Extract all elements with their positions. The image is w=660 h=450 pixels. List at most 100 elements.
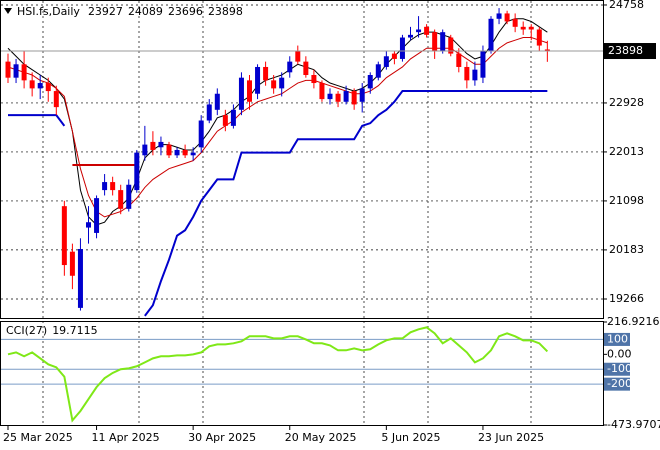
candle-body	[61, 206, 67, 266]
candle-body	[37, 83, 43, 89]
candle-body	[528, 26, 534, 30]
header-low: 23696	[168, 5, 203, 18]
x-tick-label: 11 Apr 2025	[92, 431, 160, 444]
candle-body	[351, 91, 357, 105]
candle-body	[456, 53, 462, 67]
candle-body	[222, 115, 228, 126]
y-tick-label: 19266	[609, 292, 644, 305]
current-price-label: 23898	[608, 44, 643, 57]
candle-body	[214, 93, 220, 110]
x-tick-label: 25 Mar 2025	[3, 431, 73, 444]
candle-body	[279, 77, 285, 89]
candle-body	[440, 32, 446, 51]
cci-label: CCI(27) 19.7115	[6, 324, 98, 337]
cci-y-tick-label: 216.9216	[607, 315, 660, 328]
candle-body	[158, 141, 164, 148]
header-arrow	[4, 8, 12, 14]
candle-body	[472, 69, 478, 81]
candle-body	[367, 75, 373, 89]
header-open: 23927	[88, 5, 123, 18]
candle-body	[391, 53, 397, 59]
candle-body	[29, 80, 35, 89]
candle-body	[536, 29, 542, 46]
candle-body	[271, 80, 277, 89]
candle-body	[69, 251, 75, 276]
cci-panel-frame	[0, 321, 604, 426]
x-tick-label: 5 Jun 2025	[381, 431, 440, 444]
cci-y-tick-label: -473.9707	[607, 418, 660, 431]
candle-body	[448, 37, 454, 54]
y-tick-label: 22013	[609, 145, 644, 158]
candle-body	[375, 64, 381, 78]
candle-body	[182, 149, 188, 156]
candle-body	[408, 34, 413, 38]
x-tick-label: 23 Jun 2025	[478, 431, 544, 444]
candle-body	[118, 190, 124, 209]
candle-body	[255, 66, 261, 94]
candle-body	[53, 91, 59, 108]
y-tick-label: 22928	[609, 96, 644, 109]
candle-body	[496, 13, 502, 19]
indicator-line	[8, 90, 548, 317]
cci-y-tick-label: 100	[607, 332, 628, 345]
candle-body	[142, 144, 148, 156]
cci-value: 19.7115	[52, 324, 98, 337]
candle-body	[544, 49, 550, 52]
candle-body	[134, 152, 140, 191]
candle-body	[13, 64, 19, 78]
x-tick-label: 20 May 2025	[285, 431, 357, 444]
candle-body	[174, 149, 180, 156]
cci-y-tick-label: 0.00	[607, 347, 632, 360]
candle-body	[359, 88, 365, 102]
y-tick-label: 24758	[609, 0, 644, 11]
candle-body	[319, 83, 325, 100]
candle-body	[327, 93, 333, 100]
candle-body	[110, 182, 116, 191]
candle-body	[150, 141, 156, 150]
candle-body	[166, 144, 172, 156]
chart-header: HSI.fs,Daily 23927 24089 23696 23898	[17, 5, 243, 18]
candle-body	[21, 64, 27, 81]
candle-body	[102, 182, 108, 191]
candle-body	[399, 37, 405, 59]
cci-y-tick-label: -200	[607, 377, 632, 390]
main-panel-frame	[0, 0, 604, 319]
candle-body	[126, 184, 132, 209]
candle-body	[424, 26, 430, 35]
candle-body	[263, 66, 269, 81]
candle-body	[432, 32, 438, 51]
candle-body	[295, 50, 301, 62]
candle-body	[343, 91, 349, 102]
candle-body	[464, 66, 470, 81]
y-tick-label: 21098	[609, 194, 644, 207]
candle-body	[512, 18, 518, 27]
candle-body	[198, 120, 204, 148]
candle-body	[206, 104, 212, 121]
candle-body	[230, 109, 236, 126]
candle-body	[5, 61, 11, 78]
candle-body	[190, 152, 196, 156]
candle-body	[416, 29, 422, 33]
candle-body	[335, 93, 341, 102]
candle-body	[303, 61, 309, 76]
cci-level-box	[604, 332, 630, 346]
header-high: 24089	[128, 5, 163, 18]
header-close: 23898	[208, 5, 243, 18]
x-tick-label: 30 Apr 2025	[188, 431, 256, 444]
cci-level-box	[604, 362, 630, 376]
candle-body	[488, 18, 494, 51]
symbol: HSI.fs,Daily	[17, 5, 80, 18]
candle-body	[77, 248, 83, 308]
candle-body	[383, 56, 389, 67]
candle-body	[480, 50, 486, 78]
candle-body	[520, 26, 526, 30]
cci-name: CCI(27)	[6, 324, 47, 337]
cci-y-tick-label: -100	[607, 362, 632, 375]
candle-body	[247, 80, 252, 102]
candle-body	[238, 77, 244, 110]
current-price-box	[604, 43, 656, 60]
candle-body	[287, 61, 293, 73]
candle-body	[94, 198, 100, 233]
cci-level-box	[604, 377, 630, 391]
